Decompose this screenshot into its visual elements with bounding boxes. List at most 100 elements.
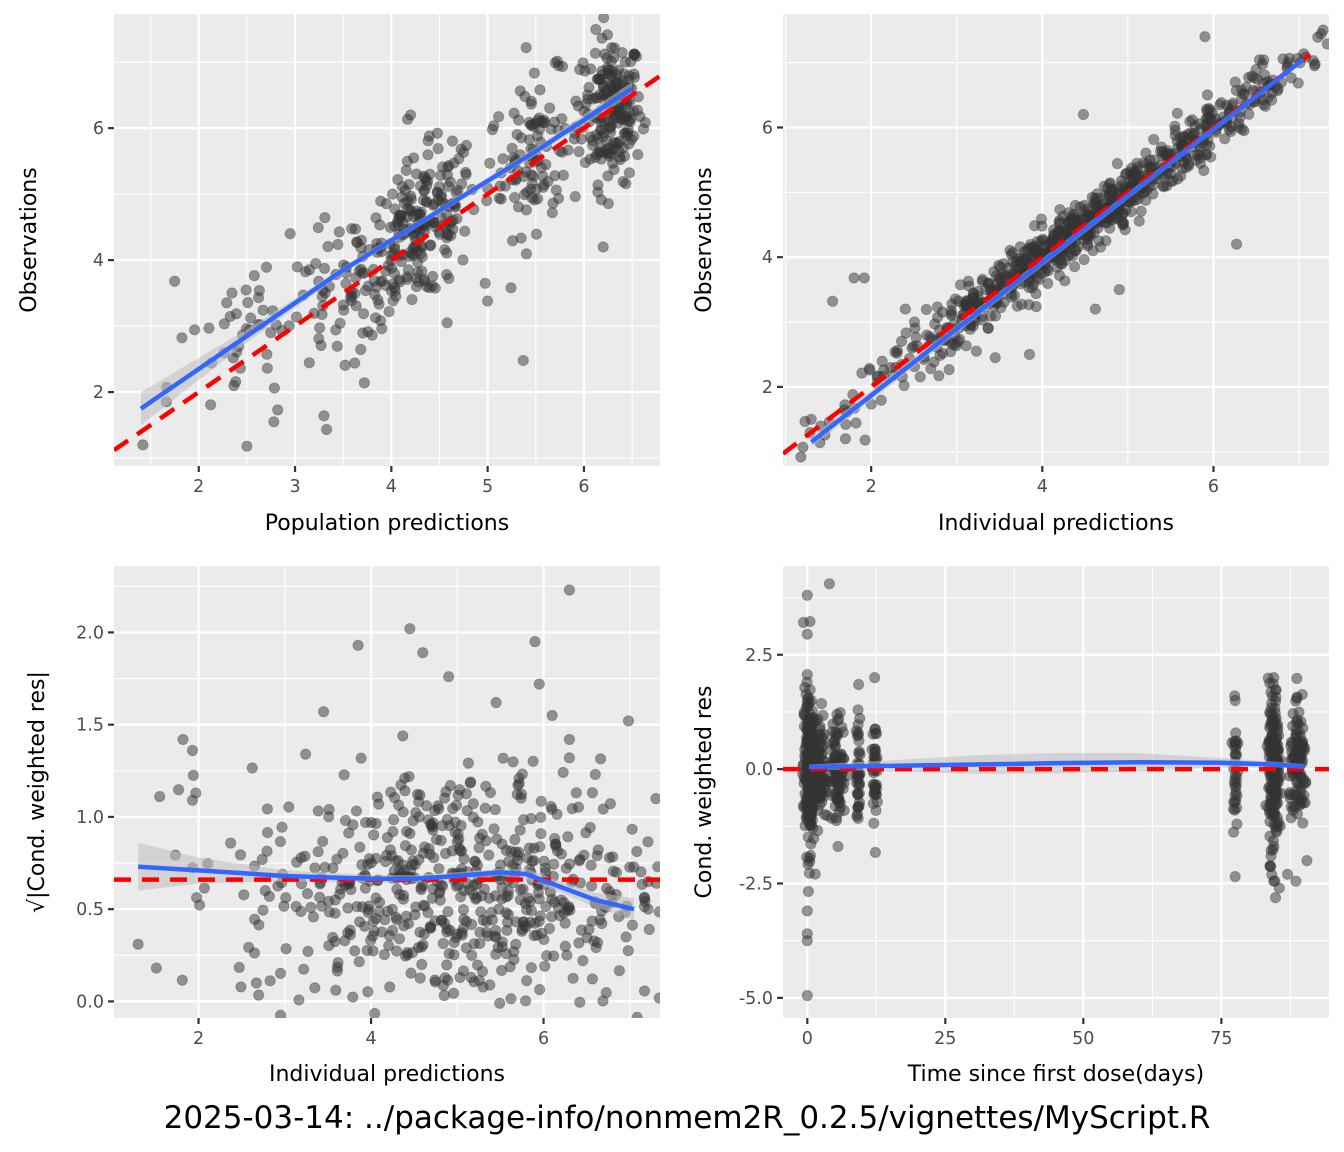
data-point xyxy=(353,956,365,968)
data-point xyxy=(319,212,331,224)
data-point xyxy=(584,821,596,834)
data-point xyxy=(355,343,367,356)
data-point xyxy=(869,723,881,735)
data-point xyxy=(1028,220,1041,232)
data-point xyxy=(832,840,844,852)
data-point xyxy=(345,294,358,307)
data-point xyxy=(795,451,807,463)
data-point xyxy=(305,901,317,914)
data-point xyxy=(585,859,597,871)
data-point xyxy=(261,362,273,374)
data-point xyxy=(526,192,538,204)
data-point xyxy=(393,933,406,945)
data-point xyxy=(1246,70,1258,82)
data-point xyxy=(357,308,370,320)
panel-time-vs-cwres: 0 25 50 75 -5.0 -2.5 0.0 2.5 xyxy=(739,566,1329,1049)
data-point xyxy=(245,312,257,324)
data-point xyxy=(186,744,199,757)
data-point xyxy=(388,865,400,877)
data-point xyxy=(268,416,280,428)
data-point xyxy=(569,190,581,203)
data-point xyxy=(362,280,374,292)
data-point xyxy=(446,845,458,857)
data-point xyxy=(190,891,203,904)
data-point xyxy=(548,950,560,962)
data-point xyxy=(419,841,431,853)
data-point xyxy=(1267,835,1279,847)
data-point xyxy=(931,301,943,313)
data-point xyxy=(401,155,414,167)
data-point xyxy=(488,120,500,132)
data-point xyxy=(613,104,625,116)
data-point xyxy=(359,882,372,894)
data-point xyxy=(1078,253,1090,266)
data-point xyxy=(932,311,944,323)
data-point xyxy=(1229,804,1241,816)
y-tick-label: 2 xyxy=(762,378,773,398)
data-point xyxy=(349,223,362,235)
data-point xyxy=(318,262,331,274)
data-point xyxy=(831,714,844,727)
y-tick-label: 4 xyxy=(762,248,773,268)
data-point xyxy=(535,811,547,823)
data-point xyxy=(963,280,975,292)
data-point xyxy=(460,166,472,179)
data-point xyxy=(430,833,443,846)
data-point xyxy=(424,240,436,252)
data-point xyxy=(574,996,586,1008)
data-point xyxy=(338,769,350,781)
data-point xyxy=(137,439,149,451)
data-point xyxy=(533,915,545,927)
data-point xyxy=(393,799,405,811)
data-point xyxy=(597,89,609,101)
data-point xyxy=(314,322,326,334)
data-point xyxy=(535,795,547,807)
x-tick-label: 75 xyxy=(1210,1029,1232,1049)
data-point xyxy=(276,821,288,833)
data-point xyxy=(261,826,274,839)
data-point xyxy=(1201,89,1214,101)
data-point xyxy=(1269,784,1281,796)
data-point xyxy=(235,981,247,993)
data-point xyxy=(314,891,326,903)
data-point xyxy=(982,322,994,334)
data-point xyxy=(563,584,576,596)
data-point xyxy=(1113,284,1125,296)
data-point xyxy=(814,728,826,740)
data-point xyxy=(989,352,1001,364)
data-point xyxy=(517,354,529,367)
data-point xyxy=(591,148,603,161)
data-point xyxy=(450,799,463,811)
data-point xyxy=(370,892,382,904)
data-point xyxy=(483,849,495,861)
x-tick-label: 25 xyxy=(934,1029,956,1049)
data-point xyxy=(868,817,880,829)
data-point xyxy=(274,835,287,848)
data-point xyxy=(900,327,912,339)
data-point xyxy=(413,796,425,808)
y-tick-label: 1.5 xyxy=(76,716,104,736)
data-point xyxy=(595,194,607,206)
data-point xyxy=(509,191,521,204)
data-point xyxy=(441,923,453,935)
data-point xyxy=(416,958,428,970)
data-point xyxy=(461,805,473,817)
data-point xyxy=(610,68,623,81)
data-point xyxy=(330,984,342,996)
data-point xyxy=(976,314,989,326)
data-point xyxy=(484,786,497,799)
data-point xyxy=(322,240,334,253)
data-point xyxy=(567,972,579,984)
data-point xyxy=(319,861,331,873)
data-point xyxy=(531,130,544,142)
data-point xyxy=(261,845,273,857)
data-point xyxy=(1200,149,1212,161)
data-point xyxy=(449,816,461,828)
data-point xyxy=(397,889,410,901)
data-point xyxy=(177,733,189,746)
data-point xyxy=(253,919,265,931)
data-point xyxy=(505,282,517,294)
data-point xyxy=(516,768,528,780)
data-point xyxy=(1069,261,1081,273)
smooth-confidence-band xyxy=(138,842,635,921)
